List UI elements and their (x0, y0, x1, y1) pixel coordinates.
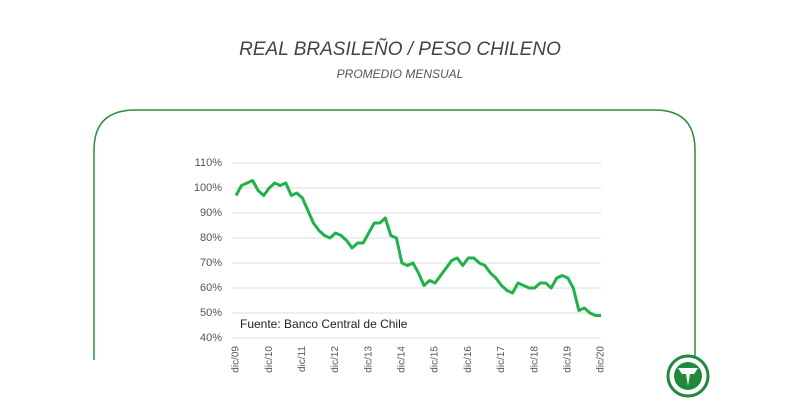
x-tick-label: dic/14 (397, 346, 408, 373)
y-tick-label: 100% (194, 182, 222, 194)
y-tick-label: 50% (200, 307, 222, 319)
y-tick-label: 60% (200, 282, 222, 294)
y-tick-label: 80% (200, 232, 222, 244)
x-tick-label: dic/19 (562, 346, 573, 373)
y-tick-label: 40% (200, 332, 222, 344)
x-tick-label: dic/20 (596, 346, 607, 373)
x-tick-label: dic/16 (463, 346, 474, 373)
x-tick-label: dic/13 (363, 346, 374, 373)
x-tick-label: dic/11 (297, 346, 308, 372)
x-tick-label: dic/09 (231, 346, 242, 373)
source-note: Fuente: Banco Central de Chile (240, 317, 408, 331)
frame (93, 109, 696, 360)
x-tick-label: dic/12 (330, 346, 341, 373)
data-line (234, 179, 601, 317)
x-tick-label: dic/15 (430, 346, 441, 373)
y-tick-label: 110% (195, 157, 223, 169)
x-tick-label: dic/10 (264, 346, 275, 373)
y-tick-label: 70% (200, 257, 222, 269)
logo (666, 354, 710, 398)
x-tick-label: dic/18 (529, 346, 540, 373)
chart-title: REAL BRASILEÑO / PESO CHILENO (239, 38, 561, 60)
x-tick-label: dic/17 (496, 346, 507, 373)
y-tick-label: 90% (200, 207, 222, 219)
chart-subtitle: PROMEDIO MENSUAL (337, 67, 464, 81)
